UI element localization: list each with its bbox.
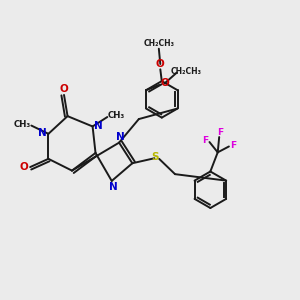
- Text: O: O: [160, 79, 169, 88]
- Text: S: S: [151, 152, 159, 162]
- Text: N: N: [116, 132, 125, 142]
- Text: O: O: [19, 162, 28, 172]
- Text: CH₃: CH₃: [14, 120, 31, 129]
- Text: N: N: [94, 121, 103, 131]
- Text: F: F: [217, 128, 223, 137]
- Text: CH₂CH₃: CH₂CH₃: [143, 39, 174, 48]
- Text: CH₃: CH₃: [107, 111, 125, 120]
- Text: O: O: [60, 84, 68, 94]
- Text: F: F: [202, 136, 208, 146]
- Text: CH₂CH₃: CH₂CH₃: [170, 67, 201, 76]
- Text: O: O: [156, 59, 165, 69]
- Text: N: N: [38, 128, 47, 138]
- Text: F: F: [230, 141, 236, 150]
- Text: N: N: [109, 182, 118, 192]
